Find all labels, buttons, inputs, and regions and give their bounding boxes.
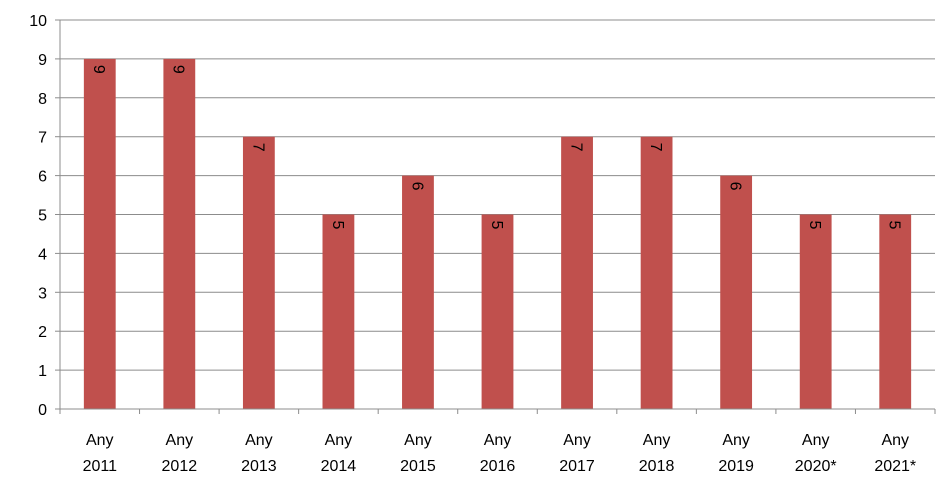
data-label: 7 [249,143,266,152]
bar-1 [163,58,196,410]
data-label: 9 [90,65,107,74]
x-tick-label: Any [881,432,909,449]
x-tick-label: 2021* [874,458,916,475]
y-tick-label: 6 [38,169,47,186]
y-tick-label: 0 [38,402,47,419]
bars [83,58,912,410]
x-tick-label: 2015 [400,458,436,475]
axes [55,19,936,414]
x-tick-label: Any [86,432,114,449]
x-tick-labels: Any 2011 Any 2012 Any 2013 Any 2014 Any 2015 Any 20… [83,432,917,475]
data-label: 5 [488,221,505,230]
data-label: 5 [329,221,346,230]
y-tick-label: 1 [38,363,47,380]
y-tick-label: 7 [38,130,47,147]
data-label: 7 [567,143,584,152]
bar-4 [402,175,434,409]
x-tick-label: Any [563,432,591,449]
x-tick-label: Any [166,432,194,449]
y-tick-label: 2 [38,324,47,341]
x-tick-label: Any [722,432,750,449]
y-tick-label: 5 [38,208,47,225]
x-tick-label: Any [484,432,512,449]
x-tick-label: 2013 [241,458,277,475]
bar-10 [879,214,912,409]
x-tick-label: Any [245,432,273,449]
x-tick-label: 2014 [321,458,357,475]
bar-0 [83,58,116,410]
x-tick-label: Any [404,432,432,449]
data-labels: 9 9 7 5 6 5 7 7 6 5 5 [90,65,902,230]
y-tick-label: 10 [29,13,47,30]
y-tick-label: 8 [38,91,47,108]
bar-7 [640,136,673,409]
x-tick-label: 2016 [480,458,516,475]
bar-2 [242,136,275,409]
data-label: 5 [806,221,823,230]
bar-3 [322,214,355,409]
bar-5 [481,214,514,409]
x-tick-label: Any [325,432,353,449]
bar-6 [561,136,593,409]
data-label: 5 [886,221,903,230]
data-label: 6 [408,182,425,191]
x-tick-label: Any [643,432,671,449]
x-tick-label: 2019 [718,458,754,475]
data-label: 6 [727,182,744,191]
x-tick-label: 2011 [83,458,118,475]
x-tick-label: 2017 [559,458,595,475]
y-tick-label: 3 [38,285,47,302]
x-tick-label: 2020* [795,458,837,475]
y-tick-labels: 0 1 2 3 4 5 6 7 8 9 10 [29,13,47,419]
bar-9 [799,214,832,409]
x-tick-label: Any [802,432,830,449]
data-label: 9 [170,65,187,74]
data-label: 7 [647,143,664,152]
y-tick-label: 4 [38,246,47,263]
bar-8 [720,175,753,409]
x-tick-label: 2018 [639,458,675,475]
y-tick-label: 9 [38,52,47,69]
x-tick-label: 2012 [162,458,198,475]
